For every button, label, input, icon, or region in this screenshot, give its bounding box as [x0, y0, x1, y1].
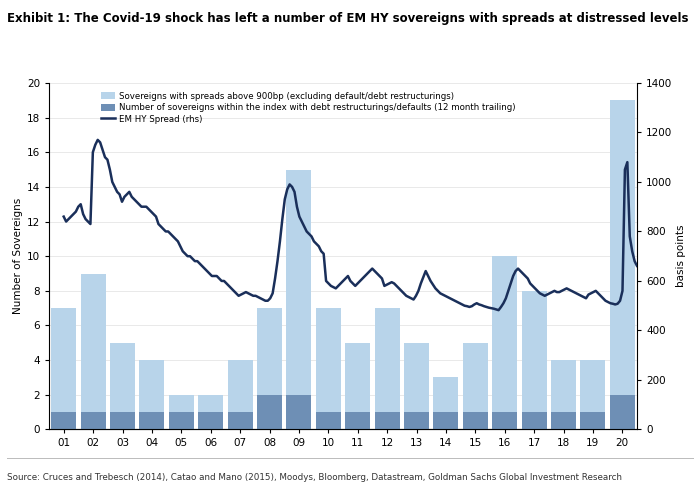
Bar	[286, 395, 312, 429]
Bar	[580, 360, 606, 429]
Y-axis label: basis points: basis points	[676, 225, 687, 287]
Y-axis label: Number of Sovereigns: Number of Sovereigns	[13, 198, 22, 314]
Bar	[286, 170, 312, 429]
Bar	[110, 412, 135, 429]
Bar	[551, 360, 576, 429]
Bar	[345, 412, 370, 429]
Bar	[80, 273, 106, 429]
Bar	[610, 101, 635, 429]
Bar	[404, 343, 429, 429]
Bar	[139, 360, 164, 429]
Bar	[80, 412, 106, 429]
Bar	[580, 412, 606, 429]
Bar	[433, 412, 459, 429]
Bar	[463, 343, 488, 429]
Text: Exhibit 1: The Covid-19 shock has left a number of EM HY sovereigns with spreads: Exhibit 1: The Covid-19 shock has left a…	[7, 12, 689, 25]
Bar	[139, 412, 164, 429]
Bar	[198, 395, 223, 429]
Bar	[228, 360, 253, 429]
Bar	[522, 412, 547, 429]
Bar	[51, 308, 76, 429]
Bar	[345, 343, 370, 429]
Bar	[51, 412, 76, 429]
Bar	[198, 412, 223, 429]
Bar	[463, 412, 488, 429]
Bar	[316, 412, 341, 429]
Bar	[228, 412, 253, 429]
Bar	[169, 395, 194, 429]
Bar	[257, 395, 282, 429]
Bar	[374, 308, 400, 429]
Bar	[110, 343, 135, 429]
Bar	[404, 412, 429, 429]
Bar	[551, 412, 576, 429]
Bar	[610, 395, 635, 429]
Bar	[316, 308, 341, 429]
Bar	[433, 378, 459, 429]
Bar	[492, 412, 517, 429]
Text: Source: Cruces and Trebesch (2014), Catao and Mano (2015), Moodys, Bloomberg, Da: Source: Cruces and Trebesch (2014), Cata…	[7, 473, 622, 482]
Legend: Sovereigns with spreads above 900bp (excluding default/debt restructurings), Num: Sovereigns with spreads above 900bp (exc…	[100, 91, 517, 124]
Bar	[522, 291, 547, 429]
Bar	[374, 412, 400, 429]
Bar	[169, 412, 194, 429]
Bar	[257, 308, 282, 429]
Bar	[492, 256, 517, 429]
